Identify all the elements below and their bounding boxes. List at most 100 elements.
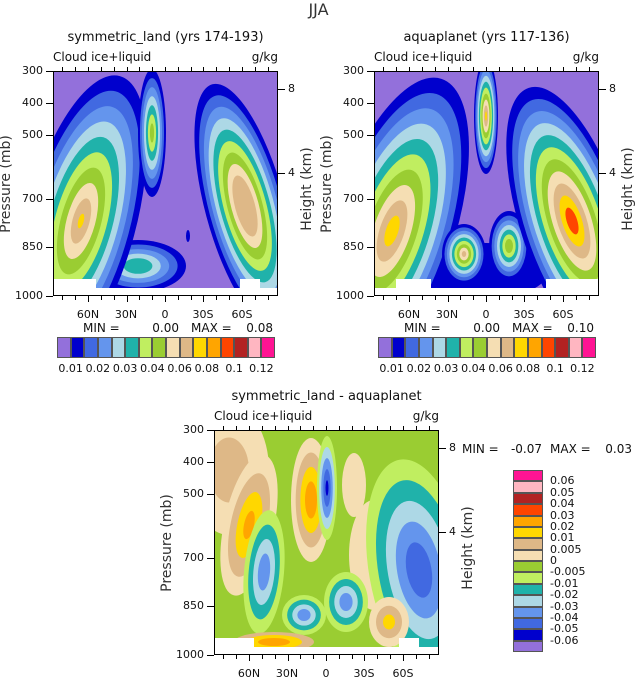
colorbar-label: 0.12 — [570, 362, 595, 375]
lat-minor-tick — [421, 67, 423, 71]
colorbar-swatch — [500, 337, 515, 358]
lat-minor-tick — [447, 67, 449, 71]
max-value: 0.08 — [246, 321, 273, 335]
height-tick-label: 4 — [609, 166, 616, 179]
contour-plot — [53, 71, 278, 296]
y-axis-label: Pressure (mb) — [319, 135, 335, 233]
colorbar — [378, 337, 596, 358]
lat-minor-tick — [165, 67, 166, 71]
lat-minor-tick — [287, 655, 289, 661]
lat-minor-tick — [177, 67, 179, 71]
lat-minor-tick — [575, 67, 577, 71]
lat-minor-tick — [88, 296, 90, 302]
lat-minor-tick — [524, 296, 526, 302]
lat-minor-tick — [75, 296, 77, 300]
colorbar-swatch — [446, 337, 460, 358]
contour-fill — [375, 72, 598, 295]
colorbar-swatch — [459, 337, 474, 358]
contour-level — [258, 638, 290, 646]
lat-tick-label: 0 — [482, 308, 490, 321]
lat-minor-tick — [326, 655, 327, 661]
colorbar-label: 0.06 — [550, 474, 575, 488]
pressure-tick-label: 850 — [22, 240, 43, 253]
pressure-tick-label: 850 — [343, 240, 364, 253]
lat-minor-tick — [126, 296, 128, 302]
lat-minor-tick — [402, 655, 404, 661]
pressure-tick — [367, 135, 374, 136]
pressure-tick — [207, 606, 214, 607]
colorbar-label: -0.04 — [550, 610, 579, 624]
contour-level — [565, 207, 579, 235]
colorbar-swatch — [513, 549, 543, 561]
colorbar-swatch — [84, 337, 98, 358]
colorbar-label: 0.04 — [461, 362, 486, 375]
colorbar-label: -0.06 — [550, 633, 579, 647]
colorbar-swatch — [513, 617, 543, 630]
lat-tick-label: 60S — [552, 308, 574, 321]
colorbar-label: -0.005 — [550, 565, 586, 579]
lat-minor-tick — [241, 67, 243, 71]
lat-minor-tick — [415, 426, 417, 430]
pressure-tick-label: 850 — [183, 599, 204, 612]
lat-minor-tick — [486, 296, 487, 302]
lat-minor-tick — [588, 67, 590, 71]
lat-minor-tick — [460, 67, 462, 71]
colorbar-label: 0.005 — [550, 542, 582, 556]
lat-minor-tick — [537, 67, 539, 71]
height-tick — [599, 89, 606, 90]
colorbar — [57, 337, 275, 358]
pressure-tick — [207, 655, 214, 656]
lat-minor-tick — [364, 426, 366, 430]
lat-tick-label: 60N — [397, 308, 421, 321]
contour-plot — [214, 430, 439, 655]
lat-minor-tick — [473, 296, 475, 300]
panel-title: aquaplanet (yrs 117-136) — [403, 30, 570, 45]
lat-minor-tick — [165, 296, 166, 302]
colorbar-label: 0.01 — [379, 362, 404, 375]
surface-mask — [546, 279, 598, 288]
contour-level — [77, 213, 85, 229]
pressure-tick-label: 400 — [183, 455, 204, 468]
lat-minor-tick — [88, 67, 90, 71]
colorbar-swatch — [513, 470, 543, 482]
contour-level — [461, 251, 467, 257]
max-label: MAX = — [550, 442, 591, 456]
lat-minor-tick — [203, 67, 205, 71]
colorbar-label: 0.08 — [194, 362, 220, 375]
colorbar-label: -0.02 — [550, 588, 579, 602]
lat-minor-tick — [377, 655, 379, 659]
colorbar-swatch — [125, 337, 139, 358]
contour-level — [505, 239, 513, 253]
lat-minor-tick — [338, 655, 340, 659]
lat-minor-tick — [152, 296, 154, 300]
pressure-tick — [46, 103, 53, 104]
colorbar-swatch — [513, 481, 543, 493]
surface-mask — [54, 279, 96, 288]
colorbar-swatch — [206, 337, 221, 358]
lat-minor-tick — [396, 67, 398, 71]
lat-minor-tick — [588, 296, 590, 300]
units-label: g/kg — [572, 50, 599, 64]
contour-fill — [215, 431, 438, 654]
colorbar-label: 0 — [550, 554, 557, 567]
lat-minor-tick — [390, 426, 392, 430]
colorbar-swatch — [513, 515, 543, 527]
colorbar-label: -0.01 — [550, 576, 579, 590]
colorbar-swatch — [70, 337, 85, 358]
contour-level — [149, 123, 155, 143]
lat-minor-tick — [100, 296, 102, 300]
colorbar-swatch — [111, 337, 126, 358]
colorbar-swatch — [378, 337, 392, 358]
pressure-tick-label: 1000 — [176, 648, 204, 661]
height-tick-label: 4 — [288, 166, 295, 179]
lat-tick-label: 60N — [76, 308, 100, 321]
height-tick-label: 8 — [609, 82, 616, 95]
lat-minor-tick — [177, 296, 179, 300]
pressure-tick — [367, 71, 374, 72]
variable-label: Cloud ice+liquid — [53, 50, 152, 64]
colorbar-label: -0.05 — [550, 622, 579, 636]
lat-minor-tick — [409, 296, 411, 302]
colorbar-swatch — [555, 337, 569, 358]
colorbar-swatch — [234, 337, 248, 358]
pressure-tick — [46, 247, 53, 248]
